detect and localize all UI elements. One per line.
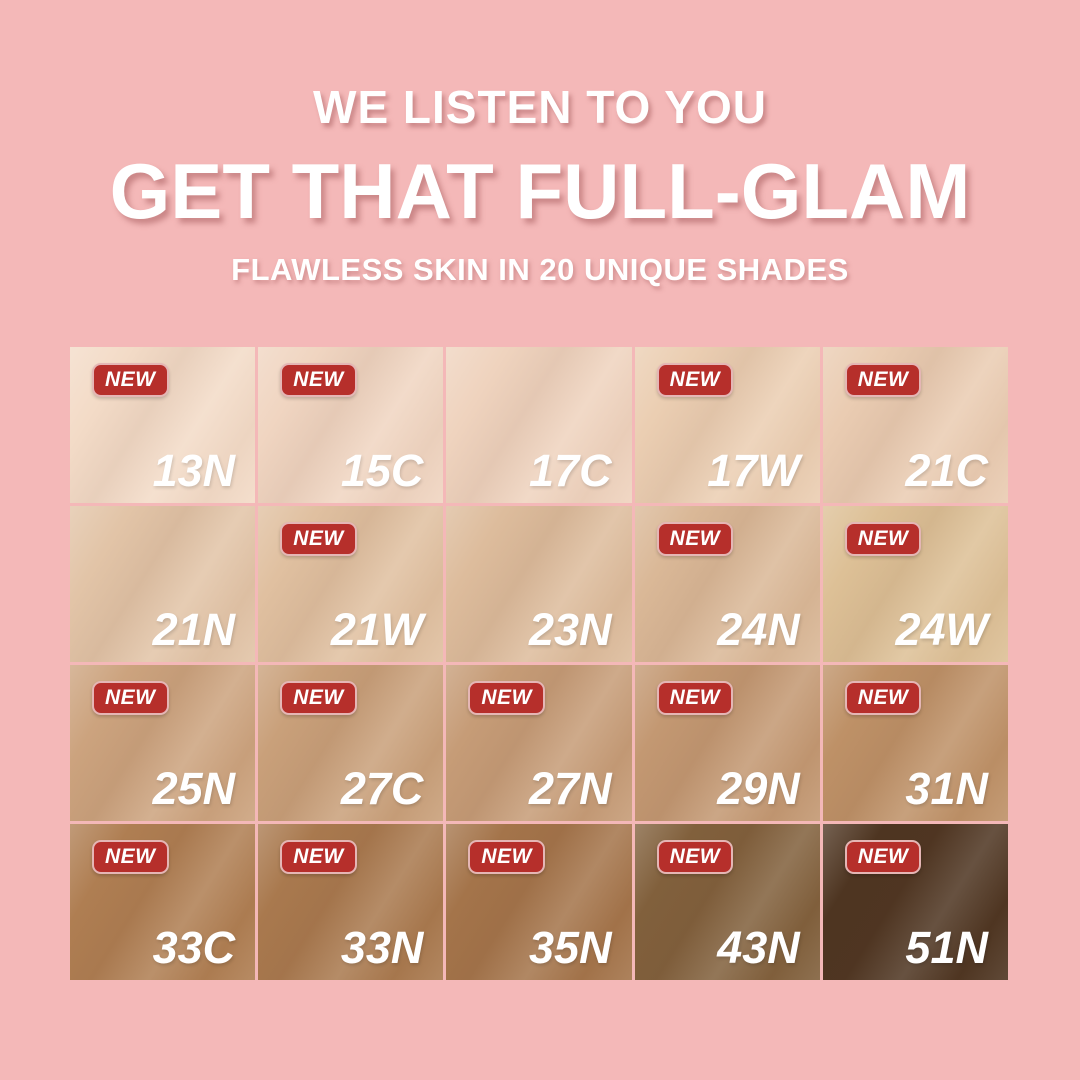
new-badge: NEW <box>280 522 357 556</box>
shade-swatch-33N: NEW 33N <box>258 824 444 980</box>
shade-swatch-43N: NEW 43N <box>634 824 820 980</box>
shade-label: 51N <box>905 922 988 973</box>
new-badge: NEW <box>656 522 734 556</box>
new-badge: NEW <box>92 681 169 715</box>
new-badge: NEW <box>844 840 922 874</box>
new-badge: NEW <box>280 363 357 397</box>
shade-swatch-33C: NEW 33C <box>70 824 256 980</box>
shade-label: 23N <box>529 604 612 655</box>
shade-swatch-27N: NEW 27N <box>446 665 632 821</box>
new-badge: NEW <box>280 840 357 874</box>
new-badge: NEW <box>656 681 734 715</box>
new-badge: NEW <box>468 681 545 715</box>
shade-label: 35N <box>529 922 612 973</box>
shade-label: 21W <box>330 604 424 655</box>
shade-label: 25N <box>152 763 236 814</box>
header-title: GET THAT FULL-GLAM <box>109 147 971 235</box>
shade-label: 17W <box>707 445 800 496</box>
new-badge: NEW <box>844 363 922 397</box>
shade-label: 21C <box>905 445 988 496</box>
shade-swatch-27C: NEW 27C <box>258 665 444 821</box>
shade-swatch-35N: NEW 35N <box>446 824 632 980</box>
shade-label: 43N <box>717 922 800 973</box>
header: WE LISTEN TO YOU GET THAT FULL-GLAM FLAW… <box>0 84 1080 285</box>
shade-label: 24N <box>717 604 800 655</box>
shade-swatch-23N: 23N <box>446 506 632 662</box>
new-badge: NEW <box>468 840 545 874</box>
shade-label: 15C <box>340 445 424 496</box>
shade-label: 33N <box>340 922 424 973</box>
shade-swatch-31N: NEW 31N <box>822 665 1008 821</box>
shade-label: 27C <box>340 763 424 814</box>
shade-label: 33C <box>152 922 236 973</box>
shade-swatch-13N: NEW 13N <box>70 347 256 503</box>
shade-swatch-21W: NEW 21W <box>258 506 444 662</box>
shade-swatch-17C: 17C <box>446 347 632 503</box>
new-badge: NEW <box>656 363 734 397</box>
shade-swatch-25N: NEW 25N <box>70 665 256 821</box>
shade-label: 13N <box>152 445 236 496</box>
new-badge: NEW <box>844 522 922 556</box>
shade-label: 31N <box>905 763 988 814</box>
shade-label: 24W <box>895 604 988 655</box>
shade-swatch-15C: NEW 15C <box>258 347 444 503</box>
shade-swatch-51N: NEW 51N <box>822 824 1008 980</box>
shade-swatch-21N: 21N <box>70 506 256 662</box>
shade-label: 21N <box>152 604 236 655</box>
shade-swatch-24W: NEW 24W <box>822 506 1008 662</box>
shade-label: 29N <box>717 763 800 814</box>
shade-label: 27N <box>529 763 612 814</box>
shade-swatch-29N: NEW 29N <box>634 665 820 821</box>
shade-swatch-24N: NEW 24N <box>634 506 820 662</box>
header-subtitle: FLAWLESS SKIN IN 20 UNIQUE SHADES <box>231 252 849 287</box>
new-badge: NEW <box>92 363 169 397</box>
shade-label: 17C <box>529 445 612 496</box>
shade-swatch-21C: NEW 21C <box>822 347 1008 503</box>
shade-grid: NEW 13N NEW 15C 17C NEW 17W NEW 21C 21N NEW 21W 23N N… <box>70 347 1008 980</box>
new-badge: NEW <box>92 840 169 874</box>
header-tagline: WE LISTEN TO YOU <box>313 81 767 133</box>
new-badge: NEW <box>844 681 922 715</box>
new-badge: NEW <box>280 681 357 715</box>
shade-swatch-17W: NEW 17W <box>634 347 820 503</box>
new-badge: NEW <box>656 840 734 874</box>
